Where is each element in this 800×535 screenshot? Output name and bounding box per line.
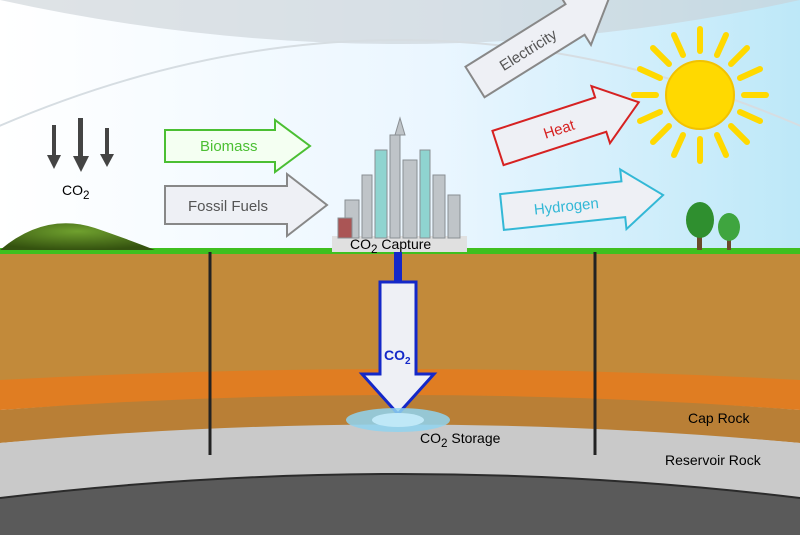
reservoir-label: Reservoir Rock [665,452,761,468]
fossil-label: Fossil Fuels [188,198,268,215]
sun [634,29,766,161]
co2-plume-inner [372,413,424,427]
injection-pipe [394,252,402,282]
co2-atm-label: CO2 [62,182,89,202]
storage-label: CO2 Storage [420,430,500,450]
ccs-diagram: Biomass Fossil Fuels Electricity Heat Hy… [0,0,800,535]
cap-rock-label: Cap Rock [688,410,749,426]
biomass-label: Biomass [200,138,258,155]
capture-label: CO2 Capture [350,236,431,256]
